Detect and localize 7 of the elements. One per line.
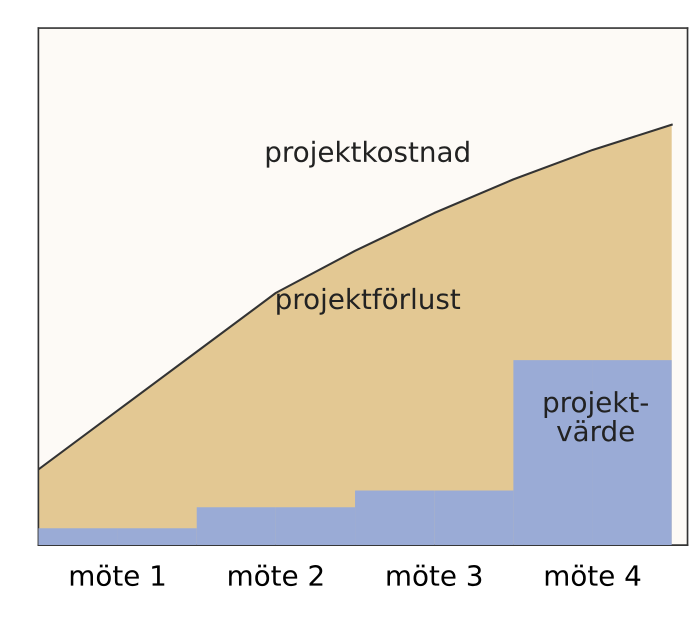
annotation: projekt- värde (544, 391, 648, 442)
annotation: projektkostnad (266, 140, 469, 168)
x-tick-label: möte 3 (387, 564, 482, 586)
x-tick-label: möte 4 (546, 564, 640, 586)
x-tick-label: möte 2 (229, 564, 322, 586)
x-tick-label: möte 1 (70, 564, 164, 586)
annotation: projektförlust (277, 288, 460, 315)
